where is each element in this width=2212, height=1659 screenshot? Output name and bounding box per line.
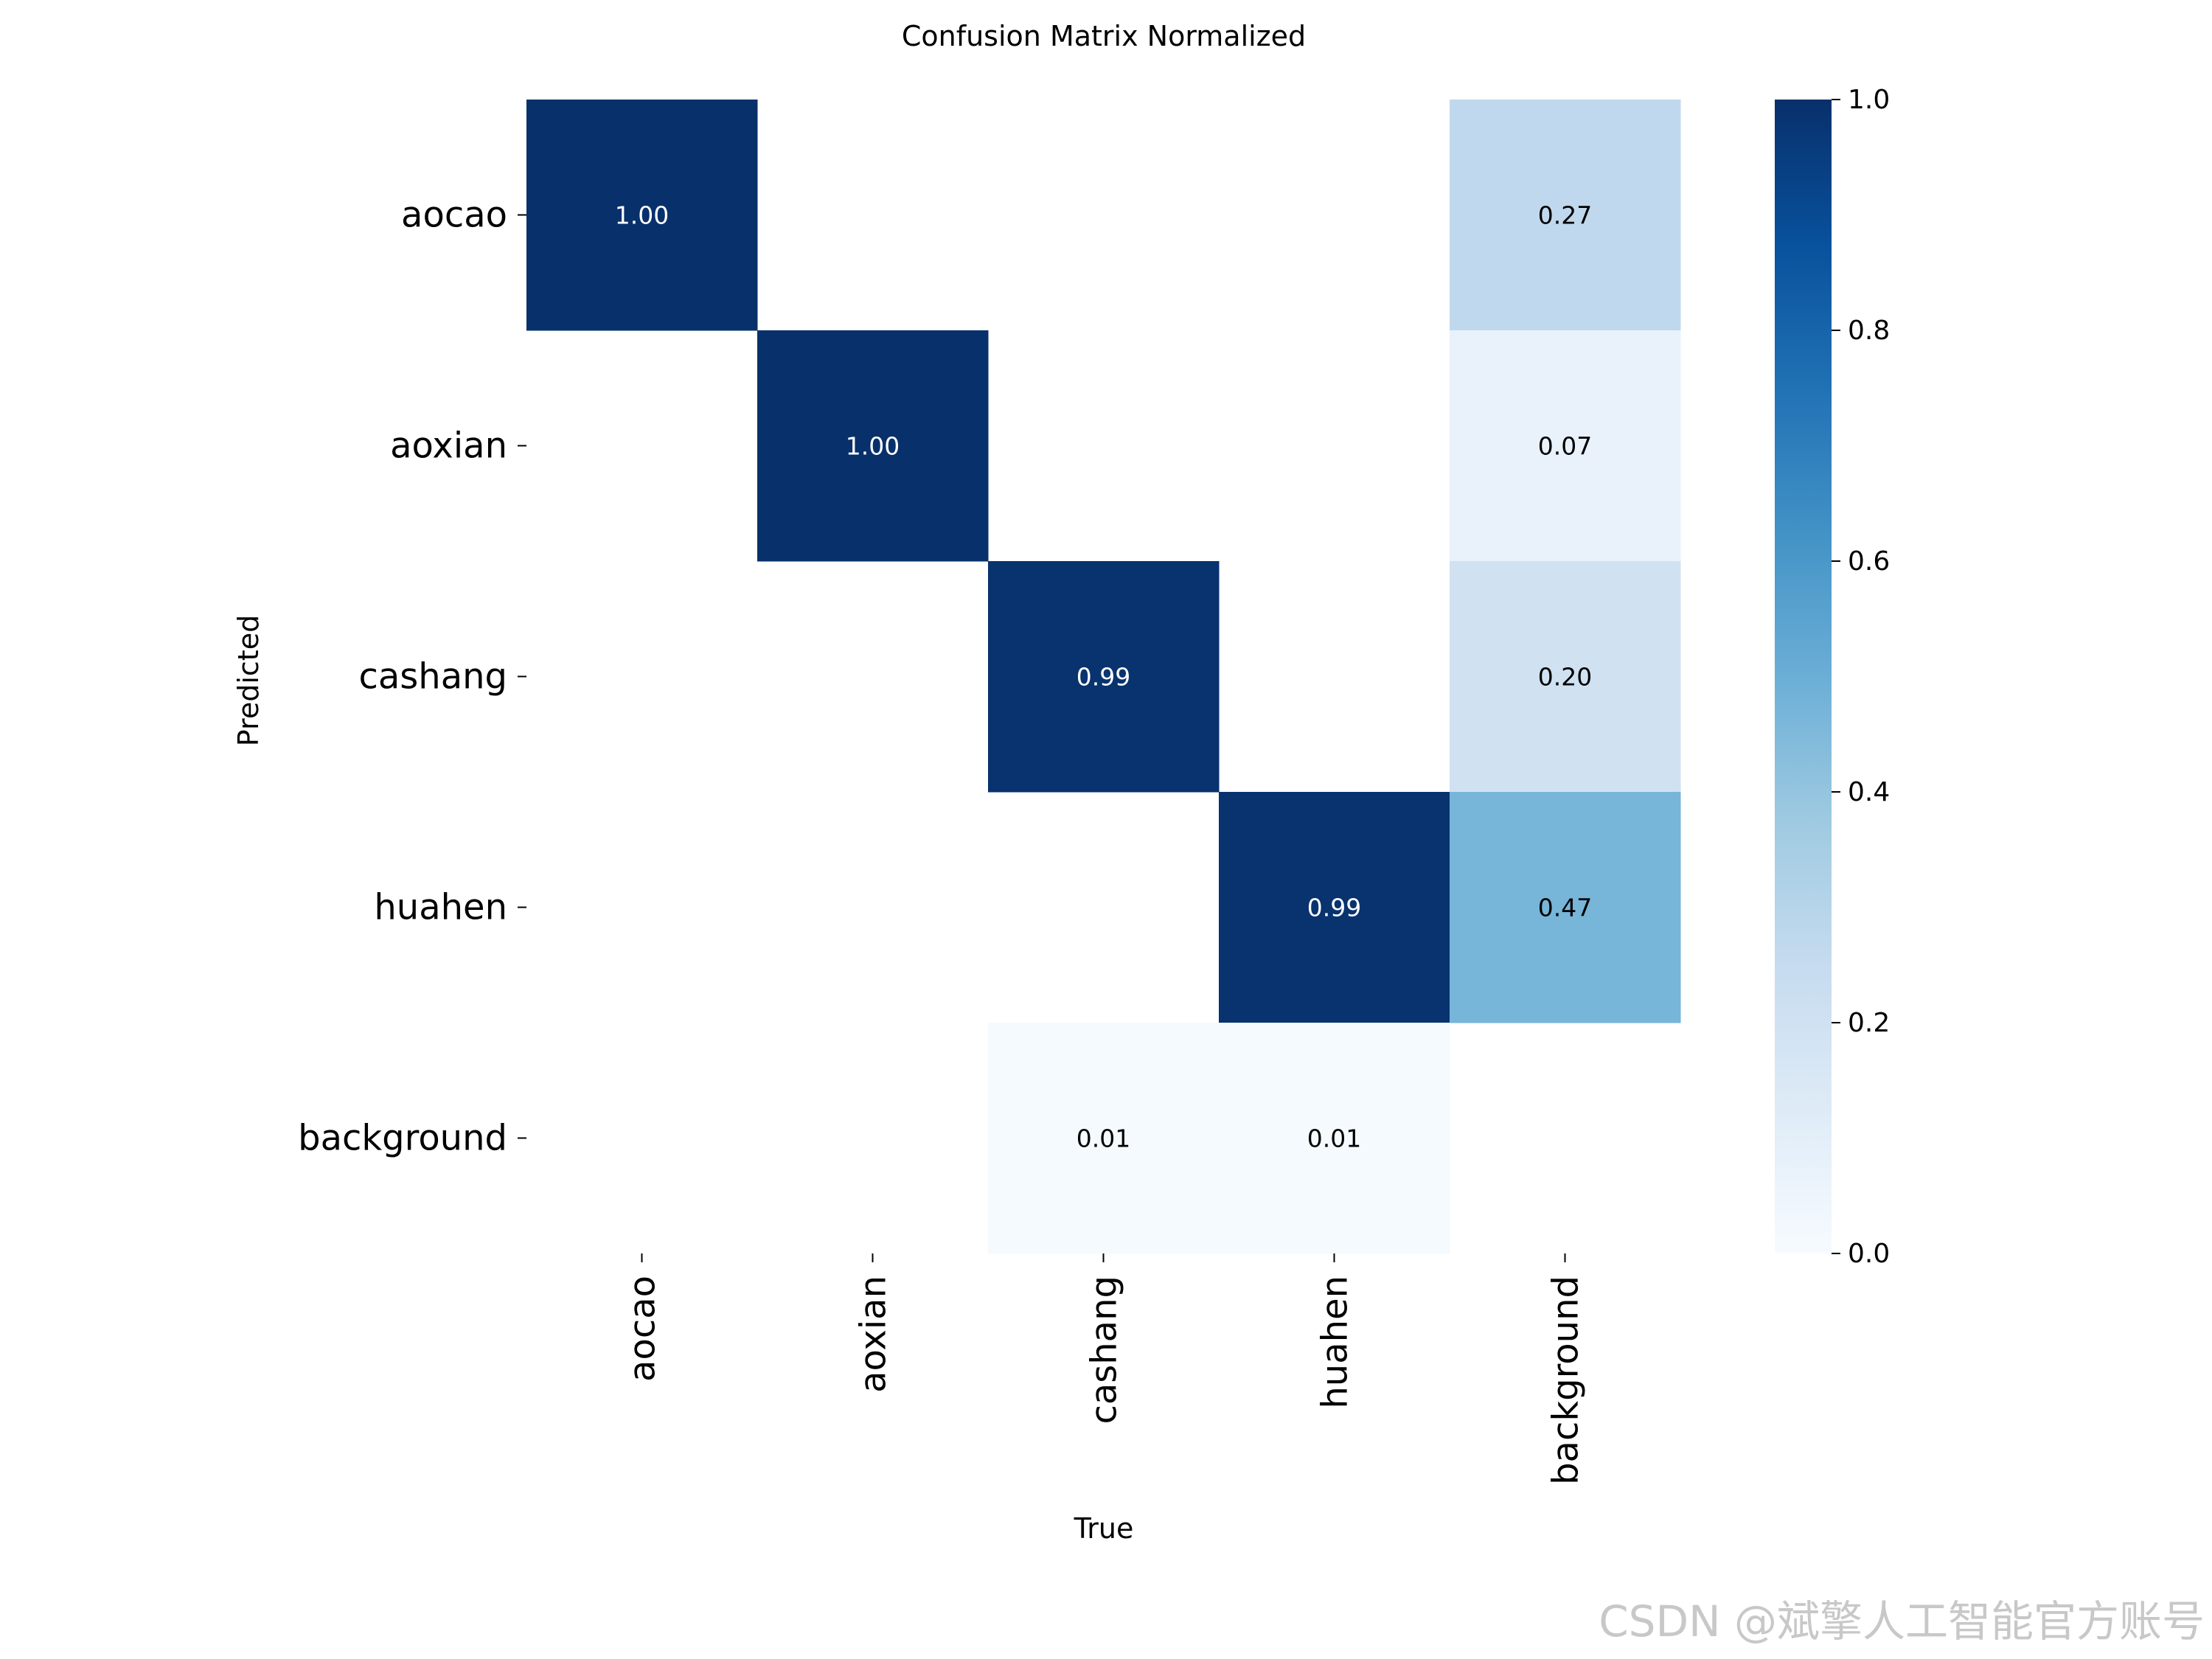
x-tick-label: aoxian (853, 1276, 894, 1393)
cell-value-label: 1.00 (615, 201, 669, 230)
y-axis-ticks: aocao aoxian cashang huahen background (298, 195, 526, 1159)
heatmap-cell (988, 561, 1220, 793)
heatmap-cell (757, 330, 989, 562)
heatmap-cell (988, 1023, 1220, 1254)
heatmap-cell (1450, 561, 1681, 793)
heatmap-cell (1450, 100, 1681, 331)
heatmap-cells (526, 100, 1681, 1254)
cell-value-label: 0.01 (1077, 1124, 1130, 1153)
y-tick-label: aoxian (390, 425, 507, 467)
y-tick-label: background (298, 1118, 507, 1159)
y-tick-label: aocao (401, 195, 507, 236)
y-axis-label: Predicted (232, 615, 265, 746)
colorbar-tick-label: 0.8 (1848, 316, 1890, 346)
colorbar-tick-label: 0.0 (1848, 1239, 1890, 1269)
x-tick-label: aocao (622, 1276, 664, 1382)
x-axis-ticks: aocao aoxian cashang huahen background (622, 1253, 1587, 1485)
cell-value-label: 0.20 (1538, 663, 1592, 692)
cell-value-label: 0.01 (1307, 1124, 1361, 1153)
heatmap-cell (1450, 792, 1681, 1023)
x-tick-label: huahen (1315, 1276, 1356, 1409)
watermark: CSDN @斌擎人工智能官方账号 (1599, 1596, 2205, 1646)
colorbar-tick-label: 0.6 (1848, 546, 1890, 577)
heatmap-cell-labels: 1.00 0.27 1.00 0.07 0.99 0.20 0.99 0.47 0.01 0.01 (615, 201, 1592, 1153)
colorbar (1775, 100, 1832, 1253)
cell-value-label: 1.00 (846, 432, 900, 461)
y-tick-label: cashang (358, 656, 507, 698)
heatmap-cell (526, 100, 758, 331)
heatmap-cell (1219, 792, 1450, 1023)
y-tick-label: huahen (374, 887, 507, 928)
colorbar-tick-label: 0.4 (1848, 777, 1890, 807)
colorbar-tick-label: 0.2 (1848, 1008, 1890, 1038)
cell-value-label: 0.99 (1077, 663, 1130, 692)
colorbar-tick-label: 1.0 (1848, 85, 1890, 115)
chart-title: Confusion Matrix Normalized (902, 20, 1306, 52)
cell-value-label: 0.27 (1538, 201, 1592, 230)
x-tick-label: cashang (1084, 1276, 1125, 1425)
cell-value-label: 0.99 (1307, 894, 1361, 922)
cell-value-label: 0.47 (1538, 894, 1592, 922)
x-axis-label: True (1074, 1512, 1134, 1545)
heatmap-cell (1219, 1023, 1450, 1254)
heatmap-cell (1450, 330, 1681, 562)
colorbar-ticks: 0.0 0.2 0.4 0.6 0.8 1.0 (1832, 85, 1890, 1269)
cell-value-label: 0.07 (1538, 432, 1592, 461)
x-tick-label: background (1545, 1276, 1587, 1485)
